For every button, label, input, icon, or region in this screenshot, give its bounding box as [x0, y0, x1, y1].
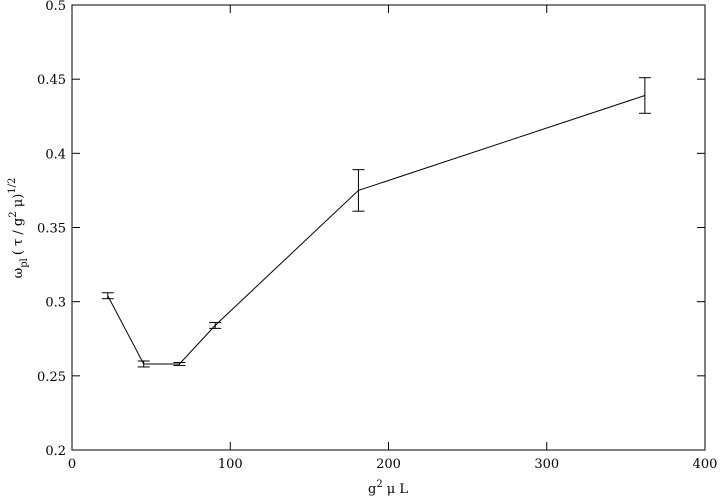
- y-axis-label: ωpl ( τ / g2 μ)1/2: [7, 178, 30, 279]
- y-tick-label: 0.5: [45, 0, 66, 14]
- plot-frame: [71, 4, 706, 451]
- error-bar: [352, 169, 365, 212]
- x-axis-label: g2 μ L: [368, 479, 408, 497]
- y-label-sup: 2: [8, 211, 19, 217]
- y-tick-label: 0.3: [45, 296, 66, 311]
- x-label-sup: 2: [376, 479, 382, 490]
- x-tick-label: 400: [693, 457, 718, 472]
- x-tick-label: 100: [218, 457, 243, 472]
- error-bar: [209, 321, 222, 329]
- y-tick-label: 0.2: [45, 444, 66, 459]
- error-bar: [137, 360, 150, 368]
- y-label-part: ( τ / g: [11, 218, 26, 255]
- y-label-part: ω: [11, 268, 26, 279]
- x-tick-label: 200: [376, 457, 401, 472]
- error-bar: [173, 361, 186, 366]
- y-tick-label: 0.4: [45, 147, 66, 162]
- x-label-part: g: [368, 482, 376, 497]
- data-line: [107, 95, 646, 365]
- y-label-sup: 1/2: [7, 178, 18, 194]
- x-tick-label: 300: [534, 457, 559, 472]
- x-label-part: μ L: [387, 482, 409, 497]
- error-bar: [638, 77, 651, 114]
- y-label-part: μ): [11, 194, 26, 212]
- y-tick-label: 0.45: [37, 73, 66, 88]
- y-tick-label: 0.35: [37, 222, 66, 237]
- x-tick-label: 0: [68, 457, 76, 472]
- error-bar: [101, 292, 114, 300]
- y-tick-label: 0.25: [37, 370, 66, 385]
- y-label-sub: pl: [19, 258, 30, 268]
